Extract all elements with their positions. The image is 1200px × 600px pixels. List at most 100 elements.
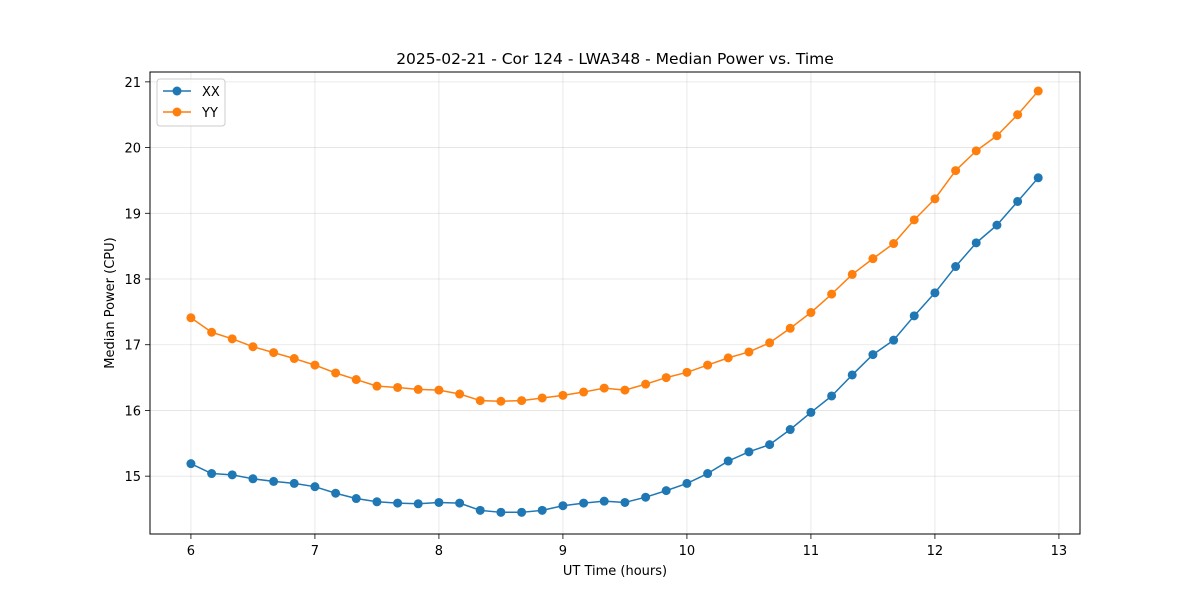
data-point-yy bbox=[331, 368, 341, 378]
data-point-yy bbox=[909, 215, 919, 225]
x-tick-label: 11 bbox=[803, 544, 820, 559]
data-point-yy bbox=[992, 131, 1002, 141]
data-point-xx bbox=[661, 486, 671, 496]
data-point-xx bbox=[827, 391, 837, 401]
data-point-xx bbox=[620, 497, 630, 507]
data-point-yy bbox=[868, 254, 878, 264]
data-point-yy bbox=[1033, 86, 1043, 96]
data-point-yy bbox=[269, 348, 279, 358]
data-point-xx bbox=[537, 505, 547, 515]
data-point-yy bbox=[413, 384, 423, 394]
y-tick-label: 20 bbox=[124, 142, 141, 157]
x-tick-label: 6 bbox=[187, 544, 195, 559]
series-line-yy bbox=[190, 90, 1039, 402]
data-point-yy bbox=[827, 289, 837, 299]
data-point-yy bbox=[682, 367, 692, 377]
data-point-yy bbox=[971, 146, 981, 156]
data-point-xx bbox=[372, 497, 382, 507]
data-point-yy bbox=[806, 308, 816, 318]
x-tick-label: 7 bbox=[311, 544, 319, 559]
data-point-yy bbox=[847, 269, 857, 279]
chart-title: 2025-02-21 - Cor 124 - LWA348 - Median P… bbox=[396, 50, 834, 68]
data-point-yy bbox=[1013, 110, 1023, 120]
data-point-yy bbox=[227, 334, 237, 344]
data-point-xx bbox=[434, 497, 444, 507]
data-point-yy bbox=[455, 389, 465, 399]
data-point-xx bbox=[785, 425, 795, 435]
y-tick-label: 21 bbox=[124, 76, 141, 91]
data-point-xx bbox=[765, 440, 775, 450]
series-layer bbox=[186, 86, 1043, 517]
data-point-yy bbox=[889, 239, 899, 249]
data-point-xx bbox=[599, 496, 609, 506]
data-point-yy bbox=[744, 347, 754, 357]
data-point-xx bbox=[351, 494, 361, 504]
data-point-xx bbox=[930, 288, 940, 298]
data-point-xx bbox=[992, 220, 1002, 230]
x-tick-label: 10 bbox=[679, 544, 696, 559]
data-point-xx bbox=[682, 478, 692, 488]
data-point-yy bbox=[310, 360, 320, 370]
data-point-xx bbox=[289, 478, 299, 488]
data-point-xx bbox=[744, 447, 754, 457]
data-point-yy bbox=[930, 194, 940, 204]
y-tick-label: 15 bbox=[124, 470, 141, 485]
data-point-xx bbox=[723, 456, 733, 466]
y-tick-label: 18 bbox=[124, 273, 141, 288]
data-point-yy bbox=[620, 385, 630, 395]
x-axis-label: UT Time (hours) bbox=[563, 564, 667, 579]
data-point-yy bbox=[207, 327, 217, 337]
y-axis-label: Median Power (CPU) bbox=[103, 237, 118, 368]
data-point-xx bbox=[579, 498, 589, 508]
x-tick-label: 8 bbox=[435, 544, 443, 559]
data-point-xx bbox=[475, 505, 485, 515]
data-point-yy bbox=[703, 360, 713, 370]
legend-entry-xx: XX bbox=[163, 85, 220, 100]
data-point-yy bbox=[765, 338, 775, 348]
legend-label-xx: XX bbox=[202, 85, 220, 100]
x-tick-label: 9 bbox=[559, 544, 567, 559]
legend-entry-yy: YY bbox=[163, 106, 218, 121]
y-tick-label: 17 bbox=[124, 339, 141, 354]
y-axis: 15 16 17 18 19 20 21 bbox=[124, 76, 150, 485]
data-point-xx bbox=[393, 498, 403, 508]
data-point-xx bbox=[227, 470, 237, 480]
data-point-yy bbox=[248, 342, 258, 352]
data-point-xx bbox=[806, 407, 816, 417]
data-point-xx bbox=[269, 476, 279, 486]
data-point-xx bbox=[1013, 196, 1023, 206]
data-point-yy bbox=[599, 383, 609, 393]
data-point-xx bbox=[496, 507, 506, 517]
data-point-yy bbox=[537, 393, 547, 403]
legend-marker-yy bbox=[172, 107, 182, 117]
data-point-yy bbox=[641, 379, 651, 389]
data-point-yy bbox=[434, 385, 444, 395]
data-point-xx bbox=[971, 238, 981, 248]
data-point-xx bbox=[1033, 173, 1043, 183]
data-point-yy bbox=[517, 396, 527, 406]
legend-marker-xx bbox=[172, 86, 182, 96]
grid bbox=[150, 72, 1080, 534]
data-point-yy bbox=[372, 381, 382, 391]
data-point-xx bbox=[310, 482, 320, 492]
data-point-xx bbox=[413, 499, 423, 509]
x-tick-label: 13 bbox=[1051, 544, 1068, 559]
y-tick-label: 16 bbox=[124, 404, 141, 419]
data-point-yy bbox=[661, 373, 671, 383]
data-point-yy bbox=[558, 390, 568, 400]
x-axis: 6 7 8 9 10 11 12 13 bbox=[187, 534, 1067, 559]
data-point-xx bbox=[909, 311, 919, 321]
data-point-yy bbox=[723, 353, 733, 363]
data-point-yy bbox=[496, 396, 506, 406]
data-point-xx bbox=[703, 469, 713, 479]
plot-frame bbox=[149, 71, 1081, 535]
data-point-yy bbox=[186, 313, 196, 323]
legend-label-yy: YY bbox=[201, 106, 218, 121]
data-point-yy bbox=[393, 382, 403, 392]
data-point-xx bbox=[558, 501, 568, 511]
x-tick-label: 12 bbox=[927, 544, 944, 559]
data-point-xx bbox=[186, 459, 196, 469]
data-point-xx bbox=[641, 492, 651, 502]
legend: XX YY bbox=[156, 78, 226, 127]
